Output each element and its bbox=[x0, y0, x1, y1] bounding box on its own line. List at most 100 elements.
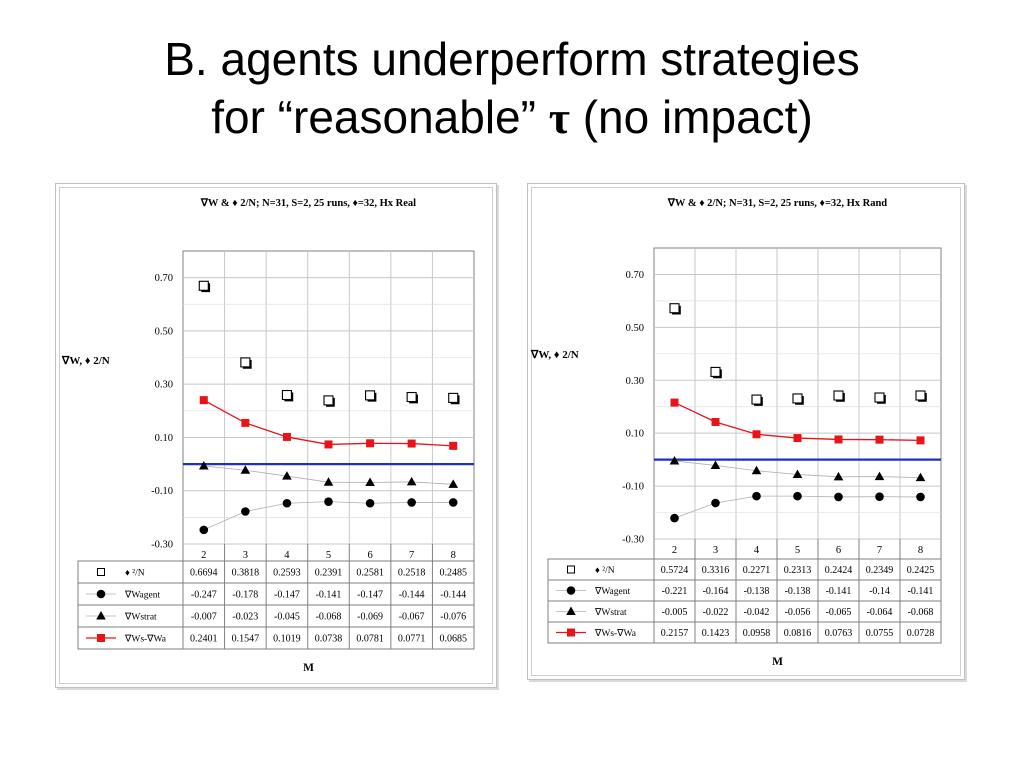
data-table-cell: -0.056 bbox=[785, 607, 811, 618]
y-tick-label: -0.10 bbox=[151, 486, 173, 497]
data-point bbox=[751, 394, 762, 405]
slide-title-line2-post: (no impact) bbox=[569, 91, 813, 143]
data-point bbox=[282, 471, 292, 480]
y-tick-label: 0.30 bbox=[626, 376, 644, 387]
legend-label: ♦ ²/N bbox=[125, 569, 145, 579]
y-tick-label: 0.70 bbox=[155, 273, 173, 284]
data-point-shadow bbox=[242, 359, 252, 369]
y-tick-label: -0.10 bbox=[622, 482, 644, 493]
data-point bbox=[281, 389, 292, 401]
data-table-cell: 0.1423 bbox=[702, 628, 730, 639]
data-point bbox=[406, 476, 417, 486]
data-point bbox=[833, 471, 844, 481]
data-point bbox=[241, 507, 250, 516]
data-table-cell: 0.6694 bbox=[190, 568, 218, 579]
data-table-cell: 0.2391 bbox=[315, 568, 343, 579]
data-point bbox=[240, 465, 251, 474]
y-tick-label: 0.70 bbox=[626, 270, 644, 281]
data-table-cell: -0.022 bbox=[703, 607, 729, 618]
y-tick-label: 0.10 bbox=[626, 429, 644, 440]
data-point bbox=[365, 477, 375, 486]
y-tick-label: -0.30 bbox=[151, 540, 173, 551]
y-tick-label: 0.30 bbox=[155, 380, 173, 391]
data-point bbox=[875, 435, 884, 444]
y-tick-label: 0.50 bbox=[155, 326, 173, 337]
data-point-shadow bbox=[367, 392, 377, 402]
data-table-cell: 0.0771 bbox=[398, 634, 426, 645]
data-table-cell: 0.0763 bbox=[825, 628, 853, 639]
data-point bbox=[448, 479, 459, 488]
data-point bbox=[241, 418, 250, 427]
legend-marker bbox=[97, 568, 105, 576]
data-table-cell: -0.147 bbox=[357, 590, 383, 601]
data-point bbox=[793, 434, 802, 443]
data-point bbox=[833, 390, 844, 401]
chart-panel-frame bbox=[59, 187, 493, 684]
data-table-cell: 0.0958 bbox=[743, 628, 771, 639]
data-point bbox=[916, 436, 925, 445]
data-point bbox=[282, 498, 292, 508]
data-table-cell: -0.069 bbox=[357, 612, 383, 623]
data-point bbox=[406, 391, 417, 403]
data-point-shadow bbox=[284, 392, 294, 402]
legend-marker bbox=[96, 589, 106, 599]
data-point bbox=[916, 492, 925, 502]
chart-title: ∇W & ♦ 2/N; N=31, S=2, 25 runs, ♦=32, Hx… bbox=[200, 197, 416, 209]
chart-title: ∇W & ♦ 2/N; N=31, S=2, 25 runs, ♦=32, Hx… bbox=[667, 197, 887, 209]
legend-marker bbox=[566, 586, 576, 595]
data-point bbox=[751, 465, 762, 475]
data-table-cell: -0.007 bbox=[191, 612, 217, 623]
chart-hx-real: ∇W & ♦ 2/N; N=31, S=2, 25 runs, ♦=32, Hx… bbox=[61, 197, 475, 674]
data-point bbox=[752, 491, 761, 501]
data-point bbox=[915, 472, 926, 482]
data-point bbox=[792, 469, 803, 478]
legend-label: ∇Wagent bbox=[124, 590, 160, 601]
data-table-cell: -0.141 bbox=[316, 590, 342, 601]
data-point bbox=[670, 513, 679, 523]
x-axis-label: M bbox=[303, 662, 314, 674]
data-point bbox=[282, 432, 291, 441]
x-tick-label: 3 bbox=[713, 545, 718, 556]
data-table-cell: -0.023 bbox=[232, 612, 258, 623]
data-table-cell: -0.005 bbox=[662, 607, 688, 618]
data-table-cell: -0.068 bbox=[908, 607, 934, 618]
chart-panel-frame bbox=[531, 187, 961, 676]
data-point bbox=[669, 455, 680, 465]
x-tick-label: 6 bbox=[367, 550, 372, 561]
data-table-cell: -0.141 bbox=[908, 586, 934, 597]
data-point-shadow bbox=[836, 393, 845, 402]
data-table-cell: -0.141 bbox=[826, 586, 852, 597]
data-table-cell: -0.138 bbox=[785, 586, 811, 597]
data-table-cell: -0.067 bbox=[399, 612, 425, 623]
data-table: ♦ ²/N 0.6694 0.3818 0.2593 0.2391 0.2581 0.251… bbox=[77, 544, 475, 650]
x-tick-label: 3 bbox=[243, 550, 248, 561]
plot-area bbox=[182, 250, 475, 545]
data-table-cell: 0.2593 bbox=[273, 568, 301, 579]
data-point-shadow bbox=[201, 283, 211, 293]
data-table-cell: -0.042 bbox=[744, 607, 770, 618]
data-table-cell: -0.138 bbox=[744, 586, 770, 597]
data-table-cell: 0.2425 bbox=[907, 565, 935, 576]
legend-label: ♦ ²/N bbox=[595, 566, 615, 576]
data-table-cell: 0.2485 bbox=[439, 568, 467, 579]
chart-panel-hx-rand: ∇W & ♦ 2/N; N=31, S=2, 25 runs, ♦=32, Hx… bbox=[527, 183, 965, 680]
data-point bbox=[324, 497, 333, 506]
data-point bbox=[834, 492, 843, 502]
slide-title: B. agents underperform strategies for “r… bbox=[0, 30, 1024, 147]
data-point-shadow bbox=[450, 395, 460, 405]
data-point bbox=[710, 366, 721, 377]
y-axis-label: ∇W, ♦ 2/N bbox=[61, 355, 110, 367]
slide-title-line1: B. agents underperform strategies bbox=[164, 33, 860, 85]
legend-marker bbox=[567, 628, 575, 637]
data-point bbox=[711, 498, 720, 508]
data-point bbox=[198, 460, 209, 470]
data-point-shadow bbox=[326, 397, 335, 407]
legend-marker bbox=[567, 565, 575, 574]
data-table-cell: -0.045 bbox=[274, 612, 300, 623]
y-tick-label: 0.50 bbox=[626, 323, 644, 334]
x-tick-label: 2 bbox=[672, 545, 677, 556]
data-point bbox=[792, 393, 803, 404]
data-table-cell: -0.247 bbox=[191, 590, 217, 601]
data-table-cell: 0.2424 bbox=[825, 565, 853, 576]
data-point bbox=[670, 398, 679, 407]
